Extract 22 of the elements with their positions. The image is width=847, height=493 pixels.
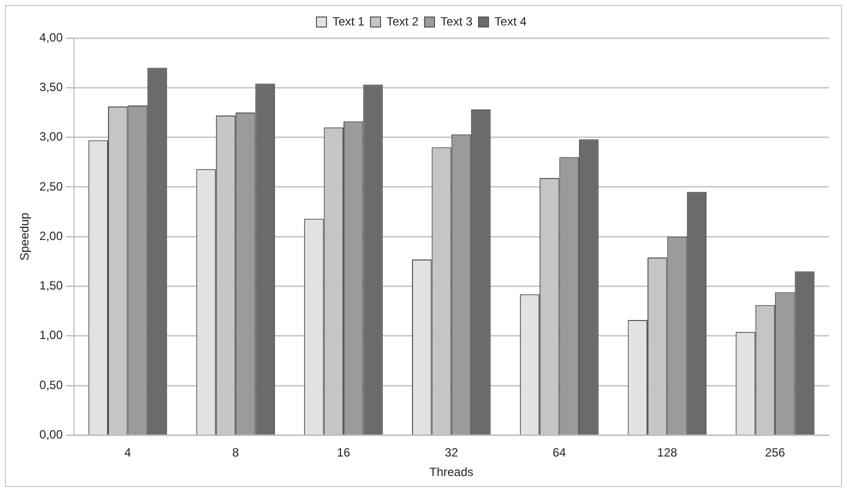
y-tick-label: 3,50 — [39, 80, 64, 94]
y-tick-label: 0,50 — [39, 378, 64, 392]
y-tick-label: 3,00 — [39, 130, 64, 144]
legend-label: Text 2 — [386, 14, 419, 28]
legend-label: Text 3 — [440, 14, 473, 28]
x-tick-label: 256 — [765, 446, 786, 460]
legend-label: Text 4 — [494, 14, 527, 28]
x-tick-label: 16 — [336, 446, 350, 460]
x-tick-label: 64 — [552, 446, 566, 460]
x-axis-title: Threads — [429, 465, 474, 480]
y-tick-label: 1,50 — [39, 278, 64, 293]
x-tick-label: 32 — [444, 446, 458, 460]
x-tick-label: 128 — [657, 446, 678, 460]
x-tick-label: 4 — [124, 446, 132, 460]
y-tick-label: 0,00 — [39, 428, 64, 442]
x-tick-label: 8 — [232, 446, 240, 460]
y-axis-title: Speedup — [18, 212, 32, 261]
y-tick-label: 2,50 — [39, 179, 64, 194]
y-tick-label: 1,00 — [39, 328, 64, 342]
legend-label: Text 1 — [332, 14, 365, 28]
y-tick-label: 4,00 — [39, 30, 64, 44]
y-tick-label: 2,00 — [39, 228, 64, 243]
